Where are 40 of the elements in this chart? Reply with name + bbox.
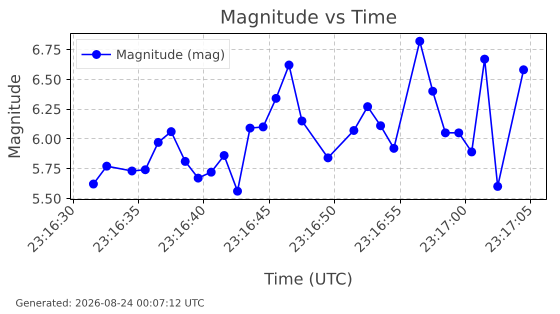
- y-tick-label: 6.00: [32, 132, 62, 148]
- point: [493, 182, 502, 191]
- point: [102, 162, 112, 171]
- point: [220, 150, 229, 160]
- y-axis-title: Magnitude: [4, 74, 24, 159]
- point: [480, 54, 490, 64]
- point: [180, 156, 190, 166]
- point: [88, 180, 98, 189]
- y-tick-label: 6.50: [32, 73, 62, 88]
- point: [297, 116, 306, 126]
- point: [440, 128, 450, 138]
- point: [246, 124, 255, 133]
- point: [194, 174, 203, 183]
- y-tick-label: 6.75: [32, 44, 62, 59]
- legend-label: Magnitude (mag): [116, 46, 226, 62]
- point: [454, 128, 464, 138]
- point: [233, 186, 242, 196]
- y-tick-label: 6.25: [32, 103, 62, 118]
- y-tick-label: 5.75: [32, 162, 62, 178]
- point: [349, 126, 358, 135]
- point: [389, 144, 398, 153]
- point: [272, 94, 281, 103]
- point: [323, 153, 332, 162]
- point: [140, 165, 150, 174]
- point: [428, 86, 438, 96]
- y-tick-label: 5.50: [32, 192, 62, 208]
- point: [376, 121, 386, 130]
- x-axis-title: Time (UTC): [263, 269, 353, 288]
- point: [519, 65, 528, 74]
- point: [258, 122, 268, 132]
- point: [284, 60, 294, 70]
- point: [467, 147, 476, 156]
- point: [166, 127, 176, 136]
- chart-title: Magnitude vs Time: [220, 8, 398, 28]
- point: [154, 138, 163, 147]
- point: [363, 102, 372, 112]
- text: Generated: 2026-08-24 00:07:12 UTC: [16, 298, 204, 310]
- point: [415, 36, 424, 46]
- point: [206, 168, 216, 177]
- point: [127, 166, 136, 176]
